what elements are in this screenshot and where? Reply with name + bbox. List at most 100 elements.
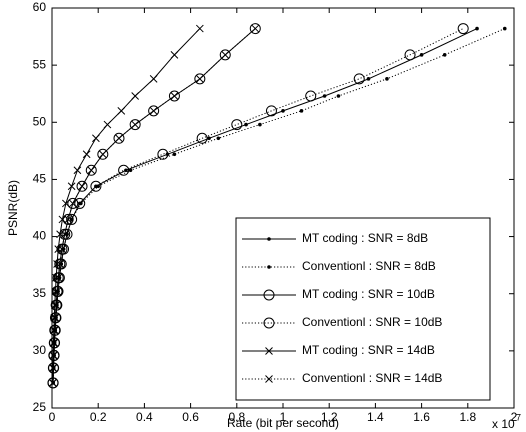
marker-dot (79, 201, 83, 206)
x-tick-label: 2 (511, 410, 518, 424)
x-tick-label: 1 (280, 410, 287, 424)
y-axis-label: PSNR(dB) (6, 180, 20, 236)
marker-circle (263, 289, 275, 301)
marker-x (73, 166, 82, 175)
marker-x (170, 51, 179, 59)
marker-circle (90, 180, 102, 192)
marker-x (82, 150, 91, 159)
x-tick-label: 0.2 (90, 410, 107, 424)
marker-circle (249, 23, 261, 35)
marker-x (195, 24, 204, 33)
marker-x (49, 339, 58, 347)
marker-x (251, 24, 260, 33)
y-tick-label: 60 (33, 0, 47, 14)
x-tick-label: 1.8 (459, 410, 476, 424)
marker-x (50, 326, 59, 335)
marker-circle (50, 312, 62, 324)
marker-circle (404, 49, 416, 61)
legend-label: MT coding : SNR = 8dB (302, 231, 428, 245)
marker-x (117, 107, 126, 115)
marker-circle (148, 105, 160, 117)
marker-circle (51, 299, 63, 311)
marker-dot (442, 53, 447, 57)
marker-x (53, 287, 61, 296)
marker-circle (263, 317, 275, 329)
marker-circle (353, 73, 365, 85)
legend-label: Conventionl : SNR = 14dB (302, 371, 442, 385)
marker-x (115, 134, 123, 143)
marker-circle (74, 197, 86, 209)
marker-x (221, 51, 230, 59)
y-tick-label: 35 (33, 286, 47, 300)
marker-x (149, 75, 158, 83)
marker-dot (322, 94, 327, 98)
marker-dot (258, 122, 262, 127)
marker-circle (457, 23, 469, 35)
marker-circle (76, 180, 88, 192)
marker-x (87, 166, 96, 175)
marker-x (265, 347, 273, 355)
marker-x (50, 339, 59, 347)
marker-x (49, 364, 58, 372)
series-line (52, 28, 464, 383)
y-tick-label: 25 (33, 400, 47, 414)
marker-x (78, 182, 86, 191)
marker-circle (305, 90, 317, 102)
marker-dot (299, 109, 304, 113)
marker-dot (336, 94, 341, 98)
marker-circle (113, 132, 125, 144)
marker-circle (97, 148, 109, 160)
y-tick-label: 40 (33, 229, 47, 243)
marker-dot (244, 122, 248, 127)
marker-x (131, 120, 140, 129)
marker-dot (172, 152, 177, 157)
marker-x (56, 260, 64, 268)
legend-label: Conventionl : SNR = 10dB (302, 315, 442, 329)
marker-circle (219, 49, 231, 61)
legend-box (235, 217, 491, 401)
marker-dot (366, 77, 371, 81)
x-tick-label: 1.2 (321, 410, 338, 424)
marker-x (49, 351, 58, 360)
marker-dot (207, 136, 211, 141)
legend-label: Conventionl : SNR = 8dB (302, 259, 436, 273)
y-tick-label: 45 (33, 172, 47, 186)
marker-x (64, 215, 73, 224)
marker-dot (281, 109, 285, 113)
y-tick-label: 30 (33, 343, 47, 357)
x-tick-label: 1.4 (367, 410, 384, 424)
y-tick-label: 55 (33, 57, 47, 71)
marker-dot (69, 217, 74, 222)
marker-dot (128, 168, 133, 173)
marker-circle (61, 228, 73, 240)
marker-x (53, 260, 61, 268)
marker-dot (385, 77, 389, 81)
marker-x (50, 313, 59, 322)
marker-x (58, 215, 67, 224)
x-tick-label: 1.6 (413, 410, 430, 424)
marker-x (58, 245, 66, 253)
marker-circle (168, 90, 180, 102)
marker-circle (52, 285, 64, 297)
marker-x (54, 273, 63, 282)
marker-x (52, 301, 61, 309)
marker-circle (66, 213, 78, 225)
marker-circle (231, 119, 243, 131)
x-multiplier: x 10 (492, 417, 515, 431)
x-tick-label: 0.8 (228, 410, 245, 424)
marker-circle (85, 164, 97, 176)
marker-x (103, 120, 112, 129)
marker-dot (267, 265, 271, 269)
marker-x (131, 92, 140, 100)
marker-dot (502, 26, 507, 31)
marker-circle (67, 197, 79, 209)
marker-x (51, 287, 60, 296)
marker-x (49, 326, 58, 335)
legend-label: MT coding : SNR = 10dB (302, 287, 435, 301)
marker-dot (419, 53, 424, 57)
marker-x (195, 75, 204, 83)
marker-x (149, 107, 158, 115)
marker-circle (53, 272, 65, 284)
legend-label: MT coding : SNR = 14dB (302, 343, 435, 357)
